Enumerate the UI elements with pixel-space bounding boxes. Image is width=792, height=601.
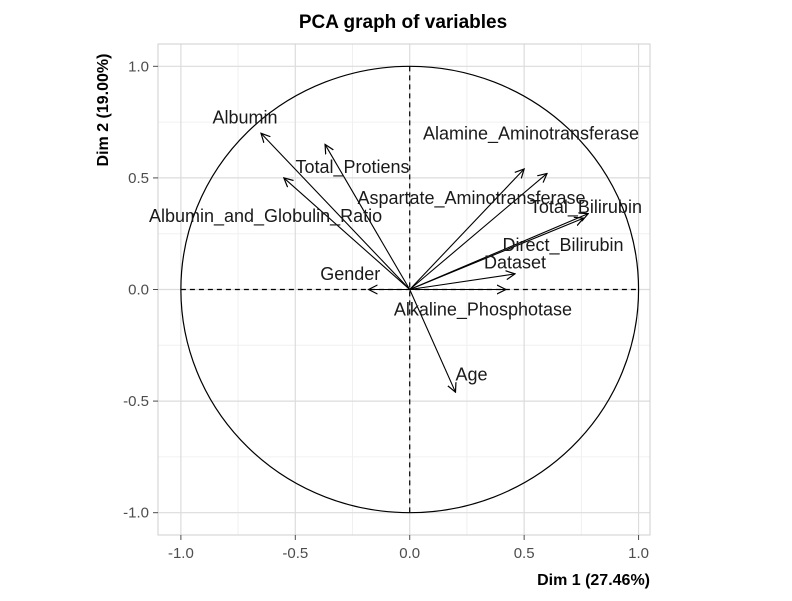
y-tick-label: 0.5 <box>128 170 149 187</box>
x-tick-label: -1.0 <box>168 545 194 562</box>
correlation-circle <box>180 65 640 514</box>
arrow-dataset <box>409 274 515 291</box>
label-albumin: Albumin <box>212 108 277 128</box>
x-tick-label: 1.0 <box>628 545 649 562</box>
x-tick-label: 0.5 <box>514 545 535 562</box>
arrow-age <box>409 289 456 393</box>
axis-ticks: -1.0 -0.5 0.0 0.5 1.0 -1.0 -0.5 0.0 0.5 1.0 <box>123 58 649 562</box>
arrow-alamine-aminotransferase <box>409 169 524 290</box>
x-tick-label: -0.5 <box>282 545 308 562</box>
arrow-albumin <box>261 133 411 290</box>
label-gender: Gender <box>320 264 380 284</box>
y-tick-label: 1.0 <box>128 58 149 75</box>
label-dataset: Dataset <box>484 253 546 273</box>
y-tick-label: 0.0 <box>128 282 149 299</box>
y-tick-label: -0.5 <box>123 393 149 410</box>
label-total-bilirubin: Total_Bilirubin <box>530 197 642 218</box>
label-total-protiens: Total_Protiens <box>295 157 409 178</box>
y-axis-title: Dim 2 (19.00%) <box>95 54 112 167</box>
arrow-aspartate-aminotransferase <box>409 173 547 290</box>
arrow-total-protiens <box>325 144 411 290</box>
y-tick-label: -1.0 <box>123 505 149 522</box>
label-age: Age <box>455 364 487 384</box>
label-alkaline-phosphotase: Alkaline_Phosphotase <box>394 300 572 321</box>
label-aspartate-aminotransferase: Aspartate_Aminotransferase <box>357 188 585 209</box>
arrow-albumin-and-globulin-ratio <box>284 178 411 290</box>
chart-title: PCA graph of variables <box>299 12 507 33</box>
plot-area: Albumin Alamine_Aminotransferase Total_Pro… <box>149 65 642 514</box>
x-tick-label: 0.0 <box>399 545 420 562</box>
label-albumin-and-globulin-ratio: Albumin_and_Globulin_Ratio <box>149 206 382 227</box>
label-alamine-aminotransferase: Alamine_Aminotransferase <box>423 123 639 144</box>
x-axis-title: Dim 1 (27.46%) <box>537 572 650 589</box>
arrow-direct-bilirubin <box>409 214 588 291</box>
label-direct-bilirubin: Direct_Bilirubin <box>503 235 624 256</box>
